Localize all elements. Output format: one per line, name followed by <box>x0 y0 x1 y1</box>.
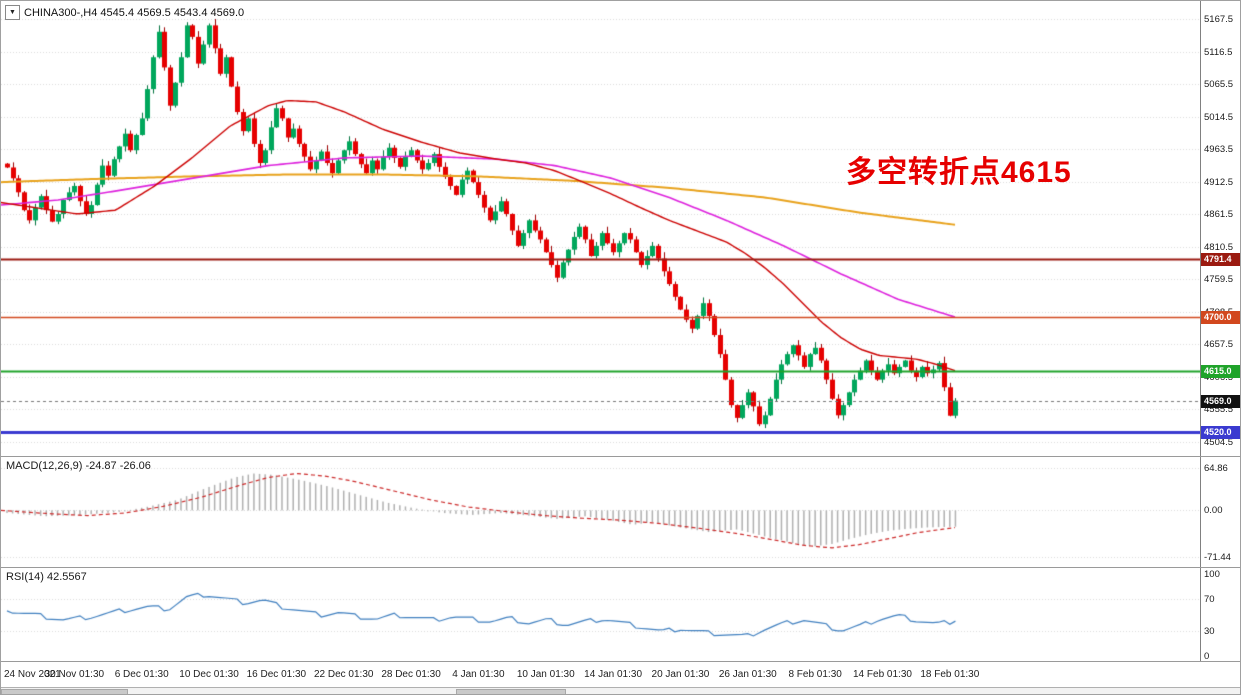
time-label: 6 Dec 01:30 <box>114 669 169 680</box>
price-badge: 4569.0 <box>1201 394 1240 408</box>
time-label: 10 Dec 01:30 <box>179 669 239 680</box>
time-label: 10 Jan 01:30 <box>516 669 575 680</box>
time-label: 28 Dec 01:30 <box>381 669 441 680</box>
price-tick-label: 4555.5 <box>1204 404 1234 416</box>
time-label: 14 Feb 01:30 <box>853 669 912 680</box>
price-tick-label: 5167.5 <box>1204 14 1234 26</box>
time-label: 30 Nov 01:30 <box>44 669 105 680</box>
scrollbar-thumb[interactable] <box>456 689 566 694</box>
price-tick-label: 4657.5 <box>1204 339 1234 351</box>
time-label: 16 Dec 01:30 <box>246 669 307 680</box>
symbol-ohlc-label: CHINA300-,H4 4545.4 4569.5 4543.4 4569.0 <box>24 6 245 19</box>
pane-separator[interactable] <box>1 567 1240 568</box>
price-tick-label: 5116.5 <box>1204 46 1233 58</box>
price-tick-label: 5065.5 <box>1204 79 1234 91</box>
time-label: 4 Jan 01:30 <box>452 669 505 680</box>
time-label: 20 Jan 01:30 <box>651 669 710 680</box>
macd-panel[interactable] <box>1 457 1200 567</box>
price-tick-label: 30 <box>1204 626 1215 638</box>
scrollbar-thumb[interactable] <box>1 689 128 694</box>
chart-header: ▼ CHINA300-,H4 4545.4 4569.5 4543.4 4569… <box>5 5 244 20</box>
price-tick-label: 64.86 <box>1204 462 1228 474</box>
price-tick-label: 4810.5 <box>1204 241 1234 253</box>
time-label: 8 Feb 01:30 <box>788 669 842 680</box>
time-label: 14 Jan 01:30 <box>584 669 643 680</box>
price-badge: 4791.4 <box>1201 252 1240 266</box>
price-tick-label: 4912.5 <box>1204 176 1234 188</box>
rsi-label: RSI(14) 42.5567 <box>6 571 87 583</box>
rsi-panel[interactable] <box>1 568 1200 662</box>
time-label: 18 Feb 01:30 <box>920 669 980 680</box>
price-tick-label: 5014.5 <box>1204 111 1234 123</box>
price-badge: 4520.0 <box>1201 425 1240 439</box>
price-tick-label: 70 <box>1204 593 1215 605</box>
chart-annotation-text[interactable]: 多空转折点4615 <box>846 156 1072 189</box>
macd-label: MACD(12,26,9) -24.87 -26.06 <box>6 460 151 472</box>
price-tick-label: 0 <box>1204 651 1210 662</box>
price-tick-label: -71.44 <box>1204 552 1231 564</box>
horizontal-scrollbar[interactable] <box>1 687 1240 694</box>
main-price-chart[interactable] <box>1 1 1200 457</box>
price-tick-label: 4504.5 <box>1204 436 1234 448</box>
price-scale[interactable]: 5167.5 5116.5 5065.5 5014.5 4963.5 4912.5 4861… <box>1200 1 1240 662</box>
price-tick-label: 0.00 <box>1204 505 1223 517</box>
time-label: 22 Dec 01:30 <box>313 669 374 680</box>
time-label: 24 Nov 2021 <box>4 669 61 680</box>
time-label: 26 Jan 01:30 <box>718 669 777 680</box>
pane-separator <box>1 661 1240 662</box>
chart-collapse-icon[interactable]: ▼ <box>5 5 20 20</box>
price-tick-label: 4861.5 <box>1204 209 1234 221</box>
pane-separator[interactable] <box>1 456 1240 457</box>
price-badge: 4700.0 <box>1201 311 1240 325</box>
price-tick-label: 4963.5 <box>1204 144 1234 156</box>
price-badge: 4615.0 <box>1201 365 1240 379</box>
price-tick-label: 4759.5 <box>1204 274 1234 286</box>
price-tick-label: 100 <box>1204 569 1220 580</box>
time-axis: 24 Nov 2021 30 Nov 01:30 6 Dec 01:30 10 Dec… <box>1 662 1240 686</box>
